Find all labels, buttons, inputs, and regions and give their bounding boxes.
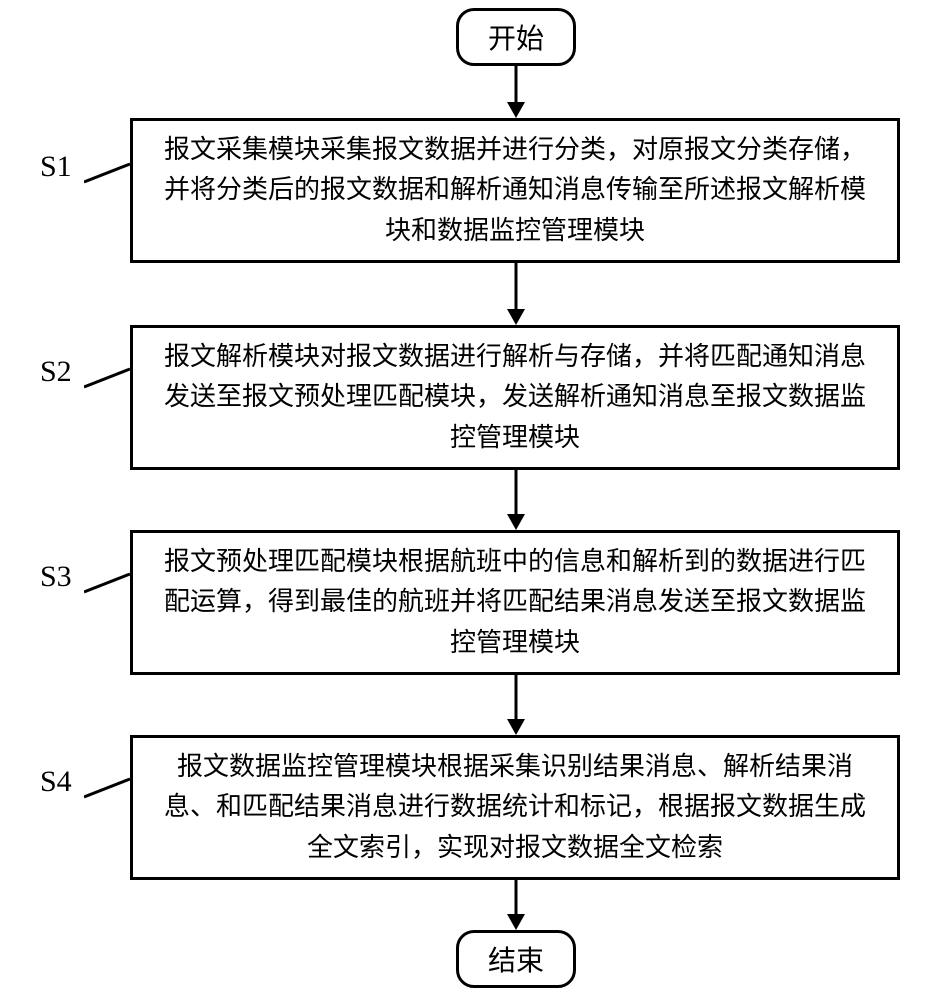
label-connector xyxy=(84,570,134,598)
arrow-head xyxy=(507,102,525,118)
label-connector xyxy=(84,365,134,393)
step-label-s1: S1 xyxy=(40,150,72,184)
arrow-line xyxy=(515,66,518,102)
step-box-s1: 报文采集模块采集报文数据并进行分类，对原报文分类存储，并将分类后的报文数据和解析… xyxy=(130,118,900,263)
start-terminator: 开始 xyxy=(456,8,576,66)
end-label: 结束 xyxy=(488,939,544,979)
step-box-s3: 报文预处理匹配模块根据航班中的信息和解析到的数据进行匹配运算，得到最佳的航班并将… xyxy=(130,530,900,675)
flowchart-canvas: 开始 S1 报文采集模块采集报文数据并进行分类，对原报文分类存储，并将分类后的报… xyxy=(0,0,932,1000)
arrow-head xyxy=(507,914,525,930)
label-connector xyxy=(84,775,134,803)
end-terminator: 结束 xyxy=(456,930,576,988)
step-text: 报文采集模块采集报文数据并进行分类，对原报文分类存储，并将分类后的报文数据和解析… xyxy=(161,130,869,251)
step-label-s2: S2 xyxy=(40,355,72,389)
arrow-line xyxy=(515,470,518,514)
arrow-head xyxy=(507,514,525,530)
step-text: 报文数据监控管理模块根据采集识别结果消息、解析结果消息、和匹配结果消息进行数据统… xyxy=(161,747,869,868)
arrow-line xyxy=(515,880,518,914)
step-text: 报文解析模块对报文数据进行解析与存储，并将匹配通知消息发送至报文预处理匹配模块，… xyxy=(161,337,869,458)
step-box-s2: 报文解析模块对报文数据进行解析与存储，并将匹配通知消息发送至报文预处理匹配模块，… xyxy=(130,325,900,470)
arrow-line xyxy=(515,263,518,309)
step-text: 报文预处理匹配模块根据航班中的信息和解析到的数据进行匹配运算，得到最佳的航班并将… xyxy=(161,542,869,663)
start-label: 开始 xyxy=(488,17,544,57)
step-label-s3: S3 xyxy=(40,560,72,594)
arrow-head xyxy=(507,719,525,735)
step-box-s4: 报文数据监控管理模块根据采集识别结果消息、解析结果消息、和匹配结果消息进行数据统… xyxy=(130,735,900,880)
arrow-head xyxy=(507,309,525,325)
step-label-s4: S4 xyxy=(40,765,72,799)
label-connector xyxy=(84,160,134,188)
arrow-line xyxy=(515,675,518,719)
